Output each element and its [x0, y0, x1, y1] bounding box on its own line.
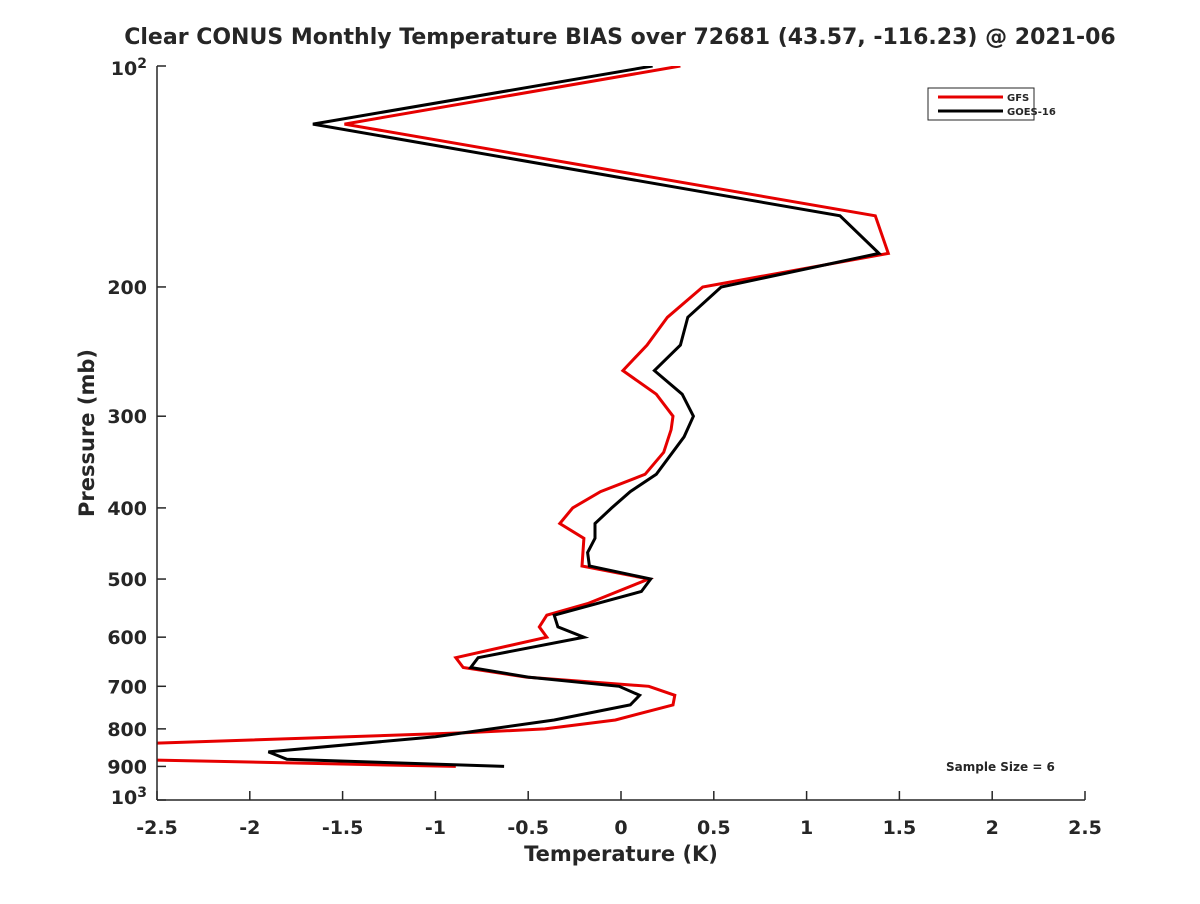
legend-box: [927, 87, 1035, 121]
y-tick-label: 700: [107, 676, 147, 698]
x-tick-label: -2: [239, 817, 260, 839]
x-tick-label: 2.5: [1068, 817, 1102, 839]
sample-size-annotation: Sample Size = 6: [946, 760, 1055, 774]
x-tick-label: -0.5: [507, 817, 549, 839]
x-tick-label: 2: [986, 817, 999, 839]
x-tick-label: -1: [425, 817, 446, 839]
y-tick-label: 103: [111, 785, 147, 809]
x-axis-label: Temperature (K): [524, 842, 718, 866]
y-tick-label: 500: [107, 569, 147, 591]
y-tick-label: 200: [107, 277, 147, 299]
plot-area: [157, 66, 891, 768]
y-tick-label: 102: [111, 56, 147, 80]
x-tick-label: 1: [800, 817, 813, 839]
legend-label-goes16: GOES-16: [1007, 107, 1056, 118]
y-tick-label: 900: [107, 756, 147, 778]
legend-label-gfs: GFS: [1007, 93, 1029, 104]
y-tick-label: 300: [107, 406, 147, 428]
x-tick-label: 1.5: [883, 817, 917, 839]
y-tick-label: 400: [107, 498, 147, 520]
x-tick-label: -2.5: [136, 817, 178, 839]
legend: GFS GOES-16: [927, 87, 1056, 121]
chart-title: Clear CONUS Monthly Temperature BIAS ove…: [124, 25, 1115, 50]
y-tick-label: 800: [107, 719, 147, 741]
series-line-gfs: [157, 66, 891, 768]
axes: -2.5 -2 -1.5 -1 -0.5 0 0.5 1 1.5 2 2.5 102 200 300 400…: [107, 56, 1102, 839]
x-tick-label: 0: [614, 817, 627, 839]
series-line-goes16: [267, 66, 883, 768]
y-axis-label: Pressure (mb): [75, 349, 99, 517]
x-tick-label: 0.5: [697, 817, 731, 839]
x-tick-label: -1.5: [322, 817, 364, 839]
y-tick-label: 600: [107, 627, 147, 649]
